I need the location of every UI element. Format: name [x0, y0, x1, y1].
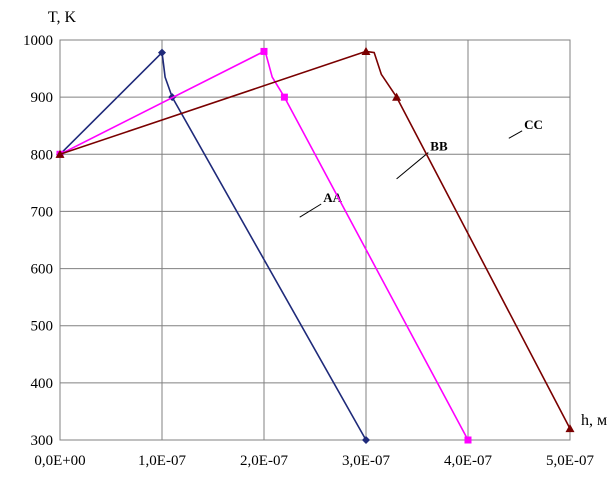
- series-cc: CC: [55, 46, 575, 433]
- y-tick-label: 400: [31, 376, 54, 392]
- series-label-leader: [396, 152, 429, 180]
- series-label-bb: BB: [430, 139, 448, 154]
- series-line-aa: [59, 51, 367, 441]
- y-tick-label: 900: [31, 90, 54, 106]
- series-line-cc: [59, 50, 571, 429]
- y-tick-label: 500: [31, 319, 54, 335]
- x-tick-label: 2,0E-07: [240, 453, 288, 469]
- y-tick-label: 700: [31, 204, 54, 220]
- y-axis-label: T, K: [48, 9, 77, 26]
- data-point-marker: [392, 92, 402, 101]
- x-tick-label: 1,0E-07: [138, 453, 186, 469]
- x-axis-label: h, м: [581, 412, 607, 429]
- y-tick-label: 800: [31, 147, 54, 163]
- series-group: AA BB CC: [55, 46, 575, 444]
- data-point-marker: [260, 47, 268, 55]
- y-tick-label: 600: [31, 262, 54, 278]
- plot-frame: [59, 39, 571, 441]
- series-label-leader: [508, 130, 523, 139]
- data-point-marker: [565, 424, 575, 433]
- series-aa: AA: [56, 48, 370, 444]
- series-line-bb: [59, 50, 469, 441]
- x-tick-label: 3,0E-07: [342, 453, 390, 469]
- data-point-marker: [361, 46, 371, 56]
- data-point-marker: [362, 436, 370, 444]
- y-tick-label: 1000: [23, 33, 53, 49]
- series-label-leader: [299, 203, 322, 218]
- x-tick-label: 4,0E-07: [444, 453, 492, 469]
- y-tick-label: 300: [31, 433, 54, 449]
- series-label-aa: AA: [323, 190, 342, 205]
- x-tick-label: 5,0E-07: [546, 453, 594, 469]
- data-point-marker: [280, 93, 288, 101]
- x-tick-label: 0,0E+00: [34, 453, 85, 469]
- grid-lines: [60, 40, 570, 440]
- tick-labels: 0,0E+00 1,0E-07 2,0E-07 3,0E-07 4,0E-07 5,0E-…: [23, 33, 594, 469]
- data-point-marker: [158, 48, 166, 57]
- data-point-marker: [464, 436, 472, 444]
- data-point-marker: [55, 149, 65, 158]
- series-label-cc: CC: [524, 117, 543, 132]
